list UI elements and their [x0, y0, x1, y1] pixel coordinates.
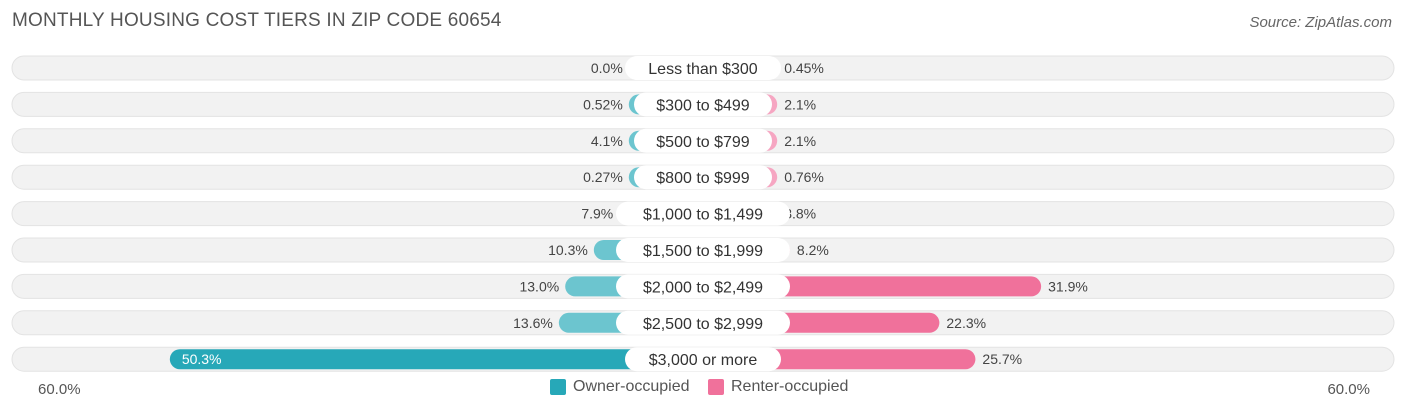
category-pill: [616, 238, 790, 262]
category-label: $300 to $499: [656, 97, 750, 114]
legend-renter-swatch: [708, 379, 724, 395]
owner-value-label: 0.52%: [583, 96, 623, 112]
category-label: $2,500 to $2,999: [643, 316, 763, 333]
category-label: Less than $300: [648, 61, 758, 78]
bar-chart: 0.0% 0.45% Less than $300 0.52% 2.1% $300 to …: [11, 55, 1395, 372]
category-pill: [616, 201, 790, 226]
legend-renter-label: Renter-occupied: [731, 378, 849, 395]
category-label: $1,500 to $1,999: [643, 243, 763, 260]
category-pill: [616, 310, 790, 335]
category-pill: [625, 56, 781, 80]
category-pill: [625, 347, 781, 372]
renter-value-label: 2.1%: [784, 133, 816, 149]
renter-value-label: 0.76%: [784, 169, 824, 185]
owner-value-label: 13.6%: [513, 315, 553, 331]
category-pill: [634, 92, 772, 117]
chart-title: MONTHLY HOUSING COST TIERS IN ZIP CODE 6…: [12, 10, 502, 31]
owner-value-label: 0.0%: [591, 60, 623, 76]
owner-value-label: 13.0%: [519, 278, 559, 294]
renter-value-label: 31.9%: [1048, 278, 1088, 294]
renter-value-label: 22.3%: [946, 315, 986, 331]
legend-owner-label: Owner-occupied: [573, 378, 690, 395]
category-pill: [616, 274, 790, 299]
renter-value-label: 0.45%: [784, 60, 824, 76]
legend-owner: Owner-occupied: [550, 378, 690, 396]
category-label: $2,000 to $2,499: [643, 279, 763, 296]
category-label: $800 to $999: [656, 170, 750, 187]
renter-value-label: 3.8%: [784, 206, 816, 222]
category-pill: [634, 165, 772, 190]
owner-value-label: 4.1%: [591, 133, 623, 149]
legend-owner-swatch: [550, 379, 566, 395]
owner-value-label: 50.3%: [182, 351, 222, 367]
axis-left-label: 60.0%: [38, 381, 81, 398]
renter-value-label: 25.7%: [982, 351, 1022, 367]
category-pill: [634, 128, 772, 153]
category-label: $500 to $799: [656, 134, 750, 151]
owner-value-label: 7.9%: [581, 206, 613, 222]
category-label: $3,000 or more: [649, 352, 758, 369]
owner-value-label: 10.3%: [548, 242, 588, 258]
owner-value-label: 0.27%: [583, 169, 623, 185]
axis-right-label: 60.0%: [1327, 381, 1370, 398]
renter-value-label: 8.2%: [797, 242, 829, 258]
legend-renter: Renter-occupied: [708, 378, 848, 396]
owner-bar: [169, 349, 703, 370]
renter-value-label: 2.1%: [784, 96, 816, 112]
source-label: Source: ZipAtlas.com: [1249, 14, 1392, 31]
legend: Owner-occupied Renter-occupied: [0, 378, 1406, 400]
category-label: $1,000 to $1,499: [643, 207, 763, 224]
